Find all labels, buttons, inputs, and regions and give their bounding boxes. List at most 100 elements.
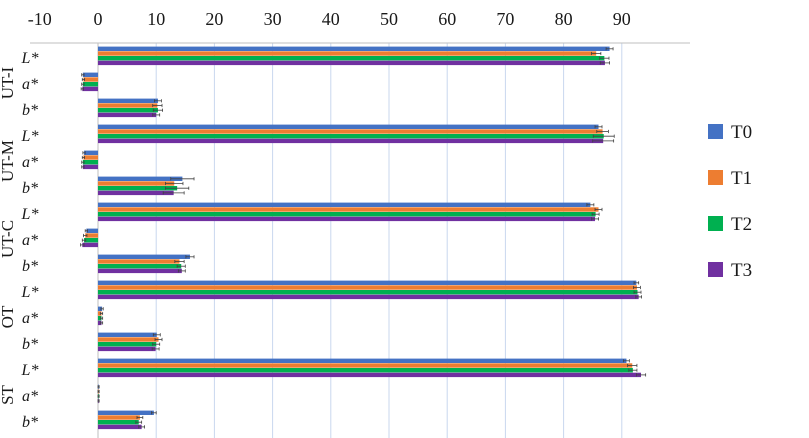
variable-label: b*: [22, 102, 38, 119]
bar-t2: [98, 134, 604, 139]
variable-label: L*: [21, 50, 39, 67]
group-label: UT-M: [0, 140, 17, 182]
variable-label: b*: [22, 258, 38, 275]
bar-t3: [98, 424, 142, 430]
bar-t1: [98, 337, 159, 342]
bar-t0: [98, 124, 599, 129]
x-tick-labels: -10 0 10 20 30 40 50 60 70 80 90: [28, 9, 631, 29]
bar-t3: [98, 216, 596, 222]
bar-t1: [98, 103, 158, 108]
bar-t0: [98, 254, 190, 259]
gridlines: [97, 43, 623, 438]
bars: [82, 46, 642, 430]
legend-swatch-t2: [708, 216, 723, 231]
bar-t1: [98, 311, 102, 316]
x-tick-label: 10: [147, 9, 165, 29]
variable-labels: L* a* b* L* a* b* L* a* b* L* a* b* L* a* b*: [21, 50, 39, 431]
bar-t0: [98, 410, 154, 415]
bar-t3: [98, 268, 182, 274]
variable-label: L*: [21, 128, 39, 145]
bar-t2: [98, 108, 158, 113]
variable-label: a*: [22, 232, 38, 249]
bar-t3: [98, 60, 605, 66]
bar-t2: [98, 316, 102, 321]
variable-label: b*: [22, 414, 38, 431]
bar-t3: [98, 372, 642, 378]
bar-t0: [98, 280, 637, 285]
bar-t1: [98, 259, 180, 264]
variable-label: L*: [21, 362, 39, 379]
bar-t3: [82, 242, 98, 248]
bar-t3: [98, 190, 174, 196]
group-label: OT: [0, 305, 17, 328]
bar-t3: [98, 294, 639, 300]
legend: T0 T1 T2 T3: [708, 122, 752, 281]
bar-t3: [82, 86, 98, 92]
x-tick-label: 0: [94, 9, 103, 29]
bar-t2: [98, 212, 596, 217]
variable-label: b*: [22, 336, 38, 353]
error-bars: [80, 47, 647, 429]
bar-t3: [82, 164, 98, 170]
bar-t3: [98, 112, 157, 118]
bar-t0: [98, 358, 627, 363]
bar-t1: [98, 181, 175, 186]
bar-t1: [98, 207, 599, 212]
bar-t1: [98, 363, 633, 368]
bar-t1: [83, 155, 98, 160]
bar-t1: [98, 51, 597, 56]
legend-label: T1: [731, 168, 752, 189]
bar-t1: [98, 415, 140, 420]
variable-label: a*: [22, 310, 38, 327]
bar-t2: [82, 82, 98, 87]
x-tick-label: 30: [264, 9, 282, 29]
legend-swatch-t1: [708, 170, 723, 185]
x-tick-label: 90: [613, 9, 631, 29]
bar-t2: [98, 264, 182, 269]
legend-label: T2: [731, 214, 752, 235]
variable-label: L*: [21, 206, 39, 223]
variable-label: b*: [22, 180, 38, 197]
x-tick-label: 50: [380, 9, 398, 29]
variable-label: a*: [22, 388, 38, 405]
bar-t2: [98, 290, 638, 295]
bar-t1: [98, 285, 637, 290]
bar-t0: [84, 150, 98, 155]
bar-t3: [98, 320, 102, 326]
bar-t2: [98, 56, 605, 61]
legend-swatch-t3: [708, 262, 723, 277]
bar-t0: [98, 46, 610, 51]
bar-t0: [82, 72, 98, 77]
x-tick-label: 60: [438, 9, 456, 29]
group-label: UT-I: [0, 66, 17, 99]
bar-t3: [98, 346, 156, 352]
bar-t0: [98, 98, 158, 103]
bar-t2: [98, 186, 178, 191]
bar-t2: [82, 160, 98, 165]
group-label: UT-C: [0, 220, 17, 258]
bar-t2: [98, 342, 157, 347]
bar-t1: [98, 129, 603, 134]
group-label: ST: [0, 384, 17, 404]
bar-t1: [85, 233, 98, 238]
bar-t1: [83, 77, 98, 82]
bar-t3: [98, 138, 604, 144]
legend-swatch-t0: [708, 124, 723, 139]
legend-label: T3: [731, 260, 752, 281]
bar-t0: [98, 202, 591, 207]
bar-t0: [98, 332, 157, 337]
bar-t2: [98, 368, 633, 373]
bar-t0: [98, 306, 103, 311]
bar-t0: [86, 228, 98, 233]
legend-label: T0: [731, 122, 752, 143]
bar-t0: [98, 176, 183, 181]
variable-label: L*: [21, 284, 39, 301]
x-tick-label: 80: [555, 9, 573, 29]
x-tick-label: 20: [205, 9, 223, 29]
variable-label: a*: [22, 76, 38, 93]
bar-t2: [84, 238, 98, 243]
bar-t2: [98, 420, 139, 425]
variable-label: a*: [22, 154, 38, 171]
x-tick-label: 40: [322, 9, 340, 29]
